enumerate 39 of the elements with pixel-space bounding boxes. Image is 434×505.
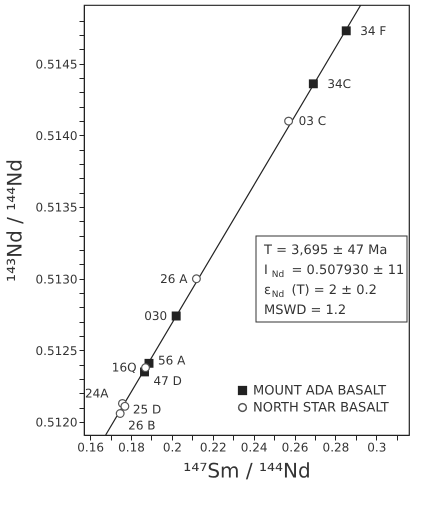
annotation: 25 D	[132, 402, 162, 416]
x-tick-label: 0.2	[162, 440, 182, 454]
point	[120, 402, 130, 411]
annotation: 34 F	[360, 24, 386, 38]
y-axis-title: ¹⁴³Nd / ¹⁴⁴Nd	[2, 159, 27, 282]
y-tick-label: 0.5125	[36, 344, 78, 358]
x-tick-label: 0.26	[282, 440, 308, 454]
annotation: 16Q	[112, 360, 137, 375]
x-axis-title: ¹⁴⁷Sm / ¹⁴⁴Nd	[183, 458, 311, 482]
annotation: MSWD = 1.2	[264, 303, 346, 318]
y-tick-label: 0.5135	[36, 200, 78, 215]
legend-label: NORTH STAR BASALT	[253, 400, 389, 416]
point	[141, 363, 150, 372]
annotation: 030	[144, 309, 168, 324]
point	[192, 274, 201, 284]
y-tick-label: 0.5140	[36, 128, 78, 143]
point	[308, 79, 318, 88]
annotation: 03 C	[298, 114, 326, 128]
y-tick-label: 0.5120	[36, 416, 78, 430]
annotation: 24A	[84, 386, 110, 400]
y-tick-label: 0.5130	[36, 272, 78, 286]
x-tick-label: 0.22	[200, 440, 227, 454]
x-tick-label: 0.18	[118, 440, 145, 454]
annotation: 56 A	[158, 353, 186, 368]
y-tick-label: 0.5145	[36, 57, 78, 72]
annotation: 26 B	[128, 418, 156, 432]
annotation: T = 3,695 ± 47 Ma	[263, 243, 388, 258]
point	[342, 26, 351, 36]
legend-label: MOUNT ADA BASALT	[253, 384, 386, 398]
point	[116, 409, 125, 418]
point	[172, 312, 181, 321]
annotation: 47 D	[154, 374, 182, 388]
annotation: 34C	[327, 76, 351, 91]
x-tick-label: 0.24	[240, 440, 268, 454]
x-tick-label: 0.16	[77, 440, 104, 454]
point	[284, 116, 294, 126]
x-tick-label: 0.28	[322, 440, 350, 454]
x-tick-label: 0.3	[367, 440, 386, 454]
annotation: 26 A	[160, 272, 188, 286]
